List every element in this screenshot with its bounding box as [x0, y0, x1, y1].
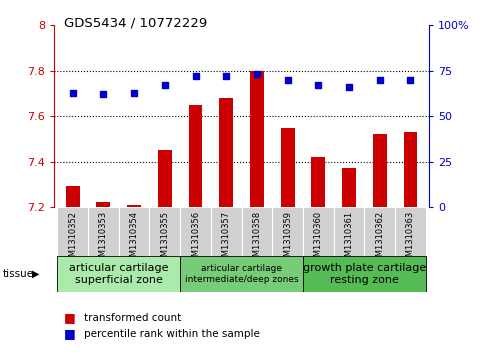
Bar	[189, 105, 203, 207]
Point	[407, 77, 415, 83]
Text: transformed count: transformed count	[84, 313, 181, 323]
Bar	[66, 187, 79, 207]
Point	[315, 82, 322, 88]
Point	[376, 77, 384, 83]
Bar	[250, 71, 264, 207]
Bar	[119, 207, 149, 256]
Bar	[303, 207, 334, 256]
Text: percentile rank within the sample: percentile rank within the sample	[84, 329, 260, 339]
Point	[253, 72, 261, 77]
Text: articular cartilage
intermediate/deep zones: articular cartilage intermediate/deep zo…	[185, 264, 298, 284]
Text: GSM1310355: GSM1310355	[160, 211, 169, 267]
Bar	[395, 207, 426, 256]
Text: ■: ■	[64, 327, 76, 340]
Text: GSM1310359: GSM1310359	[283, 211, 292, 267]
Bar	[158, 150, 172, 207]
Text: tissue: tissue	[2, 269, 34, 279]
Point	[192, 73, 200, 79]
Bar	[57, 256, 180, 292]
Point	[130, 90, 138, 95]
Text: GSM1310362: GSM1310362	[375, 211, 384, 267]
Text: GSM1310361: GSM1310361	[345, 211, 353, 267]
Bar	[281, 127, 294, 207]
Point	[283, 77, 291, 83]
Bar	[303, 256, 426, 292]
Text: articular cartilage
superficial zone: articular cartilage superficial zone	[69, 263, 169, 285]
Bar	[97, 203, 110, 207]
Text: ▶: ▶	[32, 269, 39, 279]
Point	[222, 73, 230, 79]
Point	[100, 91, 107, 97]
Bar	[404, 132, 418, 207]
Bar	[149, 207, 180, 256]
Bar	[180, 256, 303, 292]
Text: GSM1310358: GSM1310358	[252, 211, 261, 267]
Bar	[88, 207, 119, 256]
Bar	[242, 207, 272, 256]
Point	[69, 90, 76, 95]
Text: growth plate cartilage
resting zone: growth plate cartilage resting zone	[303, 263, 426, 285]
Bar	[312, 157, 325, 207]
Text: GSM1310353: GSM1310353	[99, 211, 108, 267]
Text: ■: ■	[64, 311, 76, 324]
Text: GDS5434 / 10772229: GDS5434 / 10772229	[64, 16, 208, 29]
Bar	[334, 207, 364, 256]
Bar	[219, 98, 233, 207]
Point	[161, 82, 169, 88]
Text: GSM1310352: GSM1310352	[68, 211, 77, 267]
Bar	[373, 134, 387, 207]
Bar	[180, 207, 211, 256]
Bar	[211, 207, 242, 256]
Bar	[272, 207, 303, 256]
Bar	[364, 207, 395, 256]
Bar	[342, 168, 356, 207]
Text: GSM1310363: GSM1310363	[406, 211, 415, 267]
Text: GSM1310360: GSM1310360	[314, 211, 323, 267]
Text: GSM1310357: GSM1310357	[222, 211, 231, 267]
Bar	[127, 205, 141, 207]
Text: GSM1310356: GSM1310356	[191, 211, 200, 267]
Text: GSM1310354: GSM1310354	[130, 211, 139, 267]
Bar	[57, 207, 88, 256]
Point	[345, 84, 353, 90]
